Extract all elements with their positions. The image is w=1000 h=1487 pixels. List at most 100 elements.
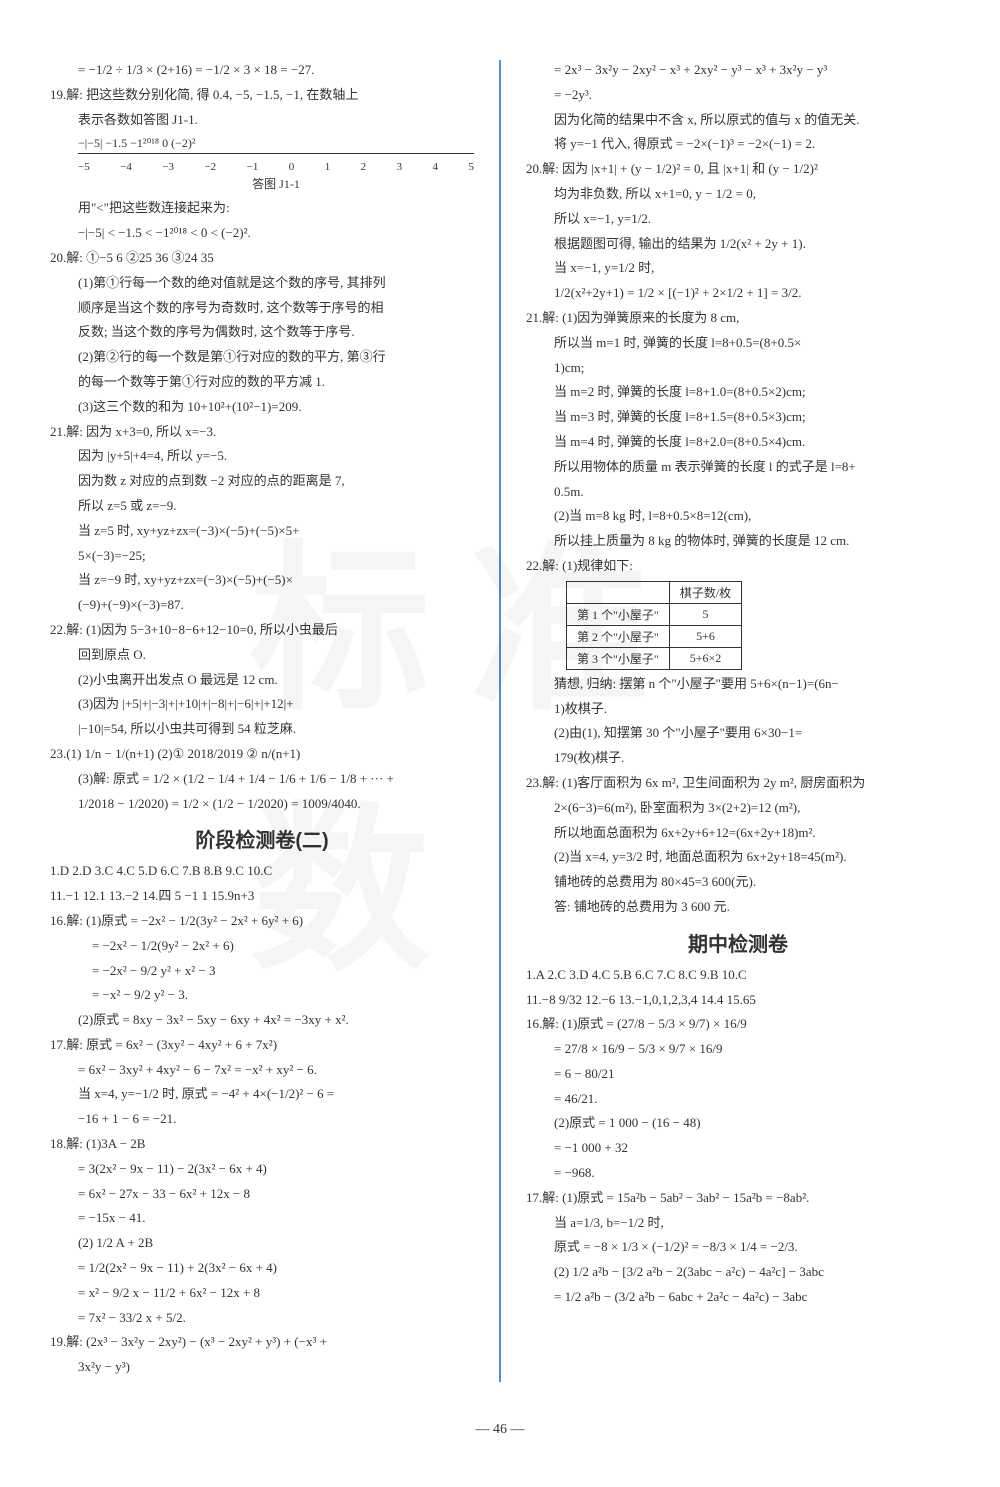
text-line: 所以地面总面积为 6x+2y+6+12=(6x+2y+18)m².	[526, 823, 950, 844]
text-line: 因为数 z 对应的点到数 −2 对应的点的距离是 7,	[50, 471, 474, 492]
page-content: = −1/2 ÷ 1/3 × (2+16) = −1/2 × 3 × 18 = …	[0, 0, 1000, 1412]
text-line: 1/2018 − 1/2020) = 1/2 × (1/2 − 1/2020) …	[50, 794, 474, 815]
text-line: 1)枚棋子.	[526, 699, 950, 720]
tick: 3	[397, 161, 403, 173]
text-line: 用"<"把这些数连接起来为:	[50, 198, 474, 219]
tick: 5	[468, 161, 474, 173]
text-line: 当 m=2 时, 弹簧的长度 l=8+1.0=(8+0.5×2)cm;	[526, 382, 950, 403]
text-line: (2)当 x=4, y=3/2 时, 地面总面积为 6x+2y+18=45(m²…	[526, 847, 950, 868]
section-title: 阶段检测卷(二)	[50, 824, 474, 853]
table-row: 第 1 个"小屋子" 5	[567, 603, 742, 625]
text-line: (2)第②行的每一个数是第①行对应的数的平方, 第③行	[50, 347, 474, 368]
text-line: = 2x³ − 3x²y − 2xy² − x³ + 2xy² − y³ − x…	[526, 60, 950, 81]
text-line: 23.(1) 1/n − 1/(n+1) (2)① 2018/2019 ② n/…	[50, 744, 474, 765]
answer-row: 11.−8 9/32 12.−6 13.−1,0,1,2,3,4 14.4 15…	[526, 990, 950, 1011]
text-line: −16 + 1 − 6 = −21.	[50, 1109, 474, 1130]
text-line: 3x²y − y³)	[50, 1357, 474, 1378]
text-line: (2)当 m=8 kg 时, l=8+0.5×8=12(cm),	[526, 506, 950, 527]
left-column: = −1/2 ÷ 1/3 × (2+16) = −1/2 × 3 × 18 = …	[50, 60, 474, 1382]
text-line: 22.解: (1)规律如下:	[526, 556, 950, 577]
text-line: 1/2(x²+2y+1) = 1/2 × [(−1)² + 2×1/2 + 1]…	[526, 283, 950, 304]
text-line: 所以 z=5 或 z=−9.	[50, 496, 474, 517]
text-line: = 6x² − 27x − 33 − 6x² + 12x − 8	[50, 1184, 474, 1205]
number-line-axis	[78, 153, 474, 161]
table-cell: 第 3 个"小屋子"	[567, 647, 670, 669]
text-line: = 6x² − 3xy² + 4xy² − 6 − 7x² = −x² + xy…	[50, 1060, 474, 1081]
text-line: (3)这三个数的和为 10+10²+(10²−1)=209.	[50, 397, 474, 418]
text-line: = −1/2 ÷ 1/3 × (2+16) = −1/2 × 3 × 18 = …	[50, 60, 474, 81]
text-line: −|−5| < −1.5 < −1²⁰¹⁸ < 0 < (−2)².	[50, 223, 474, 244]
text-line: (3)解: 原式 = 1/2 × (1/2 − 1/4 + 1/4 − 1/6 …	[50, 769, 474, 790]
page-number: — 46 —	[0, 1422, 1000, 1438]
figure-caption: 答图 J1-1	[78, 175, 474, 192]
text-line: (2) 1/2 a²b − [3/2 a²b − 2(3abc − a²c) −…	[526, 1262, 950, 1283]
text-line: = 1/2 a²b − (3/2 a²b − 6abc + 2a²c − 4a²…	[526, 1287, 950, 1308]
tick: 2	[361, 161, 367, 173]
text-line: 当 z=5 时, xy+yz+zx=(−3)×(−5)+(−5)×5+	[50, 521, 474, 542]
table-row: 第 2 个"小屋子" 5+6	[567, 625, 742, 647]
text-line: 23.解: (1)客厅面积为 6x m², 卫生间面积为 2y m², 厨房面积…	[526, 773, 950, 794]
number-line-top-labels: −|−5| −1.5 −1²⁰¹⁸ 0 (−2)²	[78, 136, 474, 151]
text-line: 16.解: (1)原式 = (27/8 − 5/3 × 9/7) × 16/9	[526, 1014, 950, 1035]
text-line: = −2y³.	[526, 85, 950, 106]
text-line: = 3(2x² − 9x − 11) − 2(3x² − 6x + 4)	[50, 1159, 474, 1180]
text-line: 当 a=1/3, b=−1/2 时,	[526, 1213, 950, 1234]
text-line: = −2x² − 9/2 y² + x² − 3	[50, 961, 474, 982]
number-line-figure: −|−5| −1.5 −1²⁰¹⁸ 0 (−2)² −5 −4 −3 −2 −1…	[78, 136, 474, 192]
table-cell	[567, 581, 670, 603]
text-line: (2) 1/2 A + 2B	[50, 1233, 474, 1254]
text-line: 20.解: 因为 |x+1| + (y − 1/2)² = 0, 且 |x+1|…	[526, 159, 950, 180]
text-line: = −1 000 + 32	[526, 1138, 950, 1159]
text-line: 20.解: ①−5 6 ②25 36 ③24 35	[50, 248, 474, 269]
text-line: 的每一个数等于第①行对应的数的平方减 1.	[50, 372, 474, 393]
table-row: 第 3 个"小屋子" 5+6×2	[567, 647, 742, 669]
text-line: 5×(−3)=−25;	[50, 546, 474, 567]
text-line: 16.解: (1)原式 = −2x² − 1/2(3y² − 2x² + 6y²…	[50, 911, 474, 932]
text-line: 21.解: 因为 x+3=0, 所以 x=−3.	[50, 422, 474, 443]
section-title: 期中检测卷	[526, 928, 950, 957]
answer-row: 11.−1 12.1 13.−2 14.四 5 −1 1 15.9n+3	[50, 886, 474, 907]
text-line: 17.解: 原式 = 6x² − (3xy² − 4xy² + 6 + 7x²)	[50, 1035, 474, 1056]
text-line: 顺序是当这个数的序号为奇数时, 这个数等于序号的相	[50, 298, 474, 319]
table-row: 棋子数/枚	[567, 581, 742, 603]
text-line: = 6 − 80/21	[526, 1064, 950, 1085]
text-line: 1)cm;	[526, 358, 950, 379]
text-line: 所以当 m=1 时, 弹簧的长度 l=8+0.5=(8+0.5×	[526, 333, 950, 354]
text-line: (3)因为 |+5|+|−3|+|+10|+|−8|+|−6|+|+12|+	[50, 694, 474, 715]
table-cell: 第 1 个"小屋子"	[567, 603, 670, 625]
column-divider	[499, 60, 501, 1382]
tick: −5	[78, 161, 90, 173]
text-line: = −15x − 41.	[50, 1208, 474, 1229]
table-cell: 5+6×2	[669, 647, 741, 669]
text-line: 当 m=4 时, 弹簧的长度 l=8+2.0=(8+0.5×4)cm.	[526, 432, 950, 453]
text-line: 因为化简的结果中不含 x, 所以原式的值与 x 的值无关.	[526, 110, 950, 131]
answer-row: 1.D 2.D 3.C 4.C 5.D 6.C 7.B 8.B 9.C 10.C	[50, 861, 474, 882]
text-line: |−10|=54, 所以小虫共可得到 54 粒芝麻.	[50, 719, 474, 740]
text-line: 当 m=3 时, 弹簧的长度 l=8+1.5=(8+0.5×3)cm;	[526, 407, 950, 428]
text-line: 17.解: (1)原式 = 15a²b − 5ab² − 3ab² − 15a²…	[526, 1188, 950, 1209]
text-line: 所以挂上质量为 8 kg 的物体时, 弹簧的长度是 12 cm.	[526, 531, 950, 552]
text-line: 179(枚)棋子.	[526, 748, 950, 769]
text-line: (2)小虫离开出发点 O 最远是 12 cm.	[50, 670, 474, 691]
tick: −2	[204, 161, 216, 173]
text-line: 回到原点 O.	[50, 645, 474, 666]
text-line: 19.解: (2x³ − 3x²y − 2xy²) − (x³ − 2xy² +…	[50, 1332, 474, 1353]
answer-row: 1.A 2.C 3.D 4.C 5.B 6.C 7.C 8.C 9.B 10.C	[526, 965, 950, 986]
text-line: = 1/2(2x² − 9x − 11) + 2(3x² − 6x + 4)	[50, 1258, 474, 1279]
text-line: (2)原式 = 1 000 − (16 − 48)	[526, 1113, 950, 1134]
text-line: 所以 x=−1, y=1/2.	[526, 209, 950, 230]
text-line: = −968.	[526, 1163, 950, 1184]
text-line: (1)第①行每一个数的绝对值就是这个数的序号, 其排列	[50, 273, 474, 294]
text-line: (−9)+(−9)×(−3)=87.	[50, 595, 474, 616]
text-line: 铺地砖的总费用为 80×45=3 600(元).	[526, 872, 950, 893]
text-line: 当 x=4, y=−1/2 时, 原式 = −4² + 4×(−1/2)² − …	[50, 1084, 474, 1105]
text-line: 将 y=−1 代入, 得原式 = −2×(−1)³ = −2×(−1) = 2.	[526, 134, 950, 155]
text-line: 2×(6−3)=6(m²), 卧室面积为 3×(2+2)=12 (m²),	[526, 798, 950, 819]
text-line: 反数; 当这个数的序号为偶数时, 这个数等于序号.	[50, 322, 474, 343]
pattern-table: 棋子数/枚 第 1 个"小屋子" 5 第 2 个"小屋子" 5+6 第 3 个"…	[566, 581, 742, 670]
text-line: 根据题图可得, 输出的结果为 1/2(x² + 2y + 1).	[526, 234, 950, 255]
text-line: = −2x² − 1/2(9y² − 2x² + 6)	[50, 936, 474, 957]
text-line: 表示各数如答图 J1-1.	[50, 110, 474, 131]
text-line: 原式 = −8 × 1/3 × (−1/2)² = −8/3 × 1/4 = −…	[526, 1237, 950, 1258]
tick: −3	[162, 161, 174, 173]
